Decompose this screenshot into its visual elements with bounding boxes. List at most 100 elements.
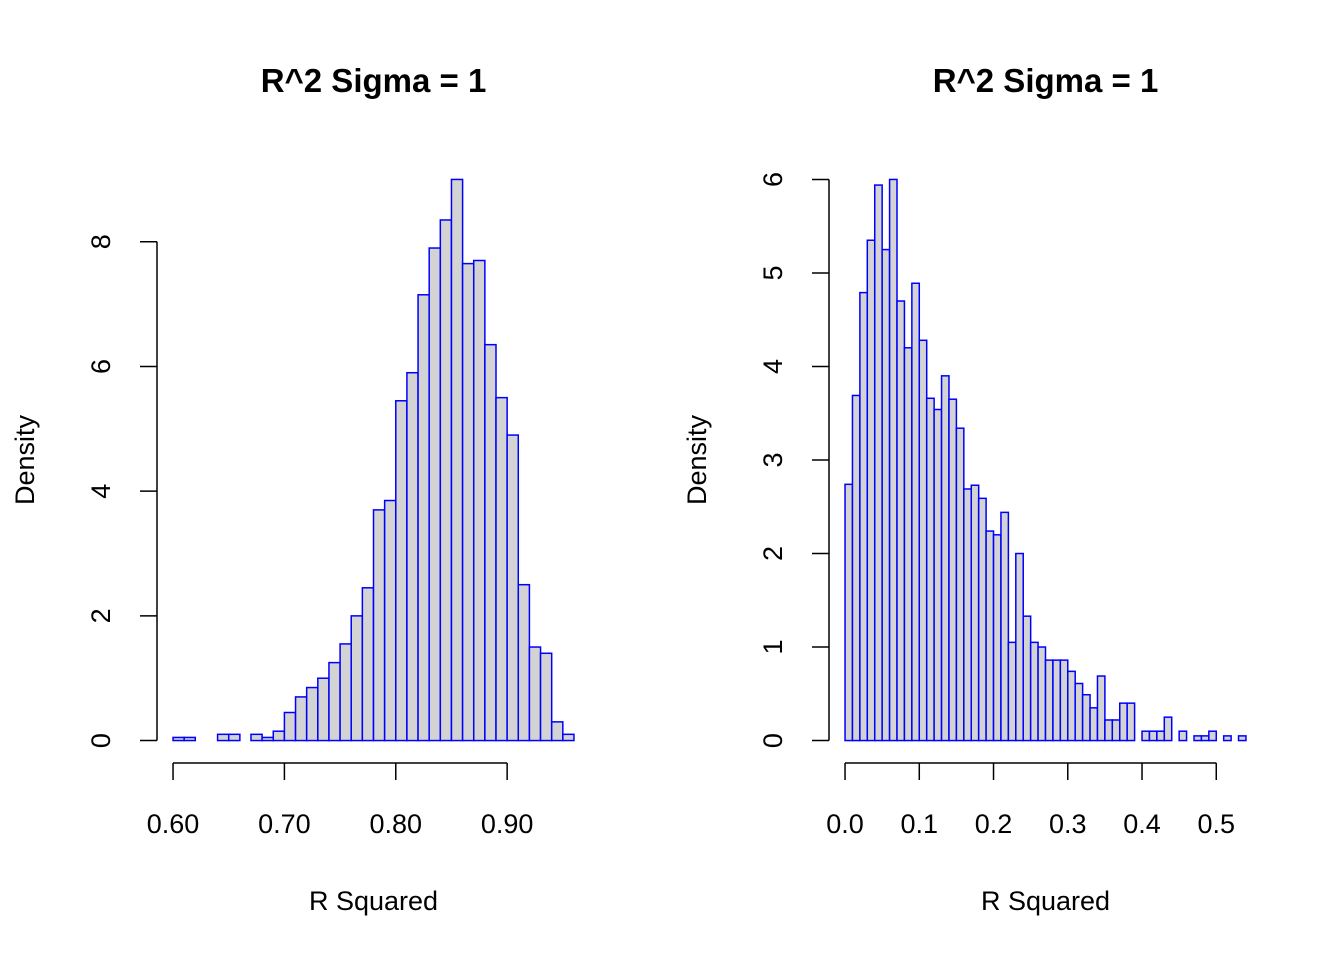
bar [866, 239, 876, 742]
bar [1052, 659, 1062, 742]
bar [372, 509, 386, 742]
bar [896, 300, 906, 742]
y-tick-label: 6 [86, 359, 116, 374]
bar [250, 733, 263, 742]
bar [925, 397, 935, 742]
bar [350, 615, 364, 742]
x-tick-label: 0.60 [147, 809, 200, 839]
bar [261, 736, 275, 742]
bar [495, 396, 508, 742]
bar [963, 488, 973, 742]
bar [911, 282, 921, 742]
y-tick-label: 4 [86, 484, 116, 499]
bar [1029, 641, 1039, 742]
y-tick-label: 6 [758, 172, 788, 187]
bar [461, 262, 475, 742]
bar [844, 483, 854, 742]
bar [851, 394, 861, 742]
bar [172, 736, 185, 742]
bar [528, 646, 542, 742]
bar [428, 247, 442, 742]
bar [1222, 735, 1232, 742]
x-tick-label: 0.5 [1197, 809, 1235, 839]
bar [517, 583, 531, 742]
y-tick-label: 1 [758, 640, 788, 655]
bar [183, 736, 197, 742]
bar [417, 294, 430, 742]
y-tick-label: 2 [86, 608, 116, 623]
y-axis-label: Density [682, 414, 712, 505]
y-tick-label: 0 [86, 733, 116, 748]
x-tick-label: 0.70 [258, 809, 311, 839]
bar [1089, 707, 1099, 742]
x-tick-label: 0.3 [1049, 809, 1087, 839]
bar [992, 534, 1002, 742]
bar [272, 730, 286, 742]
bar [539, 652, 553, 742]
bar [283, 711, 297, 742]
bar [955, 427, 965, 742]
x-tick-label: 0.90 [481, 809, 534, 839]
bar [450, 178, 464, 742]
bar [948, 398, 958, 742]
y-tick-label: 8 [86, 234, 116, 249]
bar [1178, 730, 1188, 742]
bar [1163, 716, 1173, 742]
bar [1037, 646, 1047, 742]
bar [227, 733, 241, 742]
bar [1126, 702, 1136, 742]
bar [383, 499, 397, 742]
chart-title: R^2 Sigma = 1 [933, 62, 1159, 99]
bar [1118, 702, 1128, 742]
bar [1081, 693, 1091, 742]
x-tick-label: 0.1 [901, 809, 939, 839]
bar [1096, 675, 1106, 742]
x-tick-label: 0.0 [826, 809, 864, 839]
bar [1022, 615, 1032, 742]
bar [985, 530, 995, 742]
bar [1156, 730, 1166, 742]
bar [933, 408, 943, 742]
bar [317, 677, 330, 742]
bar [216, 733, 230, 742]
bar [1193, 735, 1203, 742]
bar [506, 434, 520, 742]
bar [1059, 659, 1069, 742]
y-axis-label: Density [10, 414, 40, 505]
bar [1015, 552, 1024, 742]
y-tick-label: 4 [758, 359, 788, 374]
bar [1000, 511, 1010, 742]
bar [562, 733, 575, 742]
bar [1148, 730, 1158, 742]
bar [328, 661, 341, 742]
x-tick-label: 0.2 [975, 809, 1013, 839]
bar [361, 587, 375, 742]
chart-title: R^2 Sigma = 1 [261, 62, 487, 99]
bar [977, 497, 987, 742]
bar [1200, 735, 1210, 742]
y-tick-label: 2 [758, 546, 788, 561]
bar [439, 219, 453, 742]
bar [484, 343, 497, 742]
x-tick-label: 0.80 [369, 809, 422, 839]
bar [406, 371, 419, 742]
bar [1208, 730, 1218, 742]
bar [305, 686, 319, 742]
bar [395, 400, 408, 742]
bar [881, 248, 891, 742]
x-axis-label: R Squared [309, 886, 438, 916]
bar [903, 347, 913, 742]
bar [339, 643, 352, 742]
bar [472, 259, 486, 742]
bar [1074, 682, 1084, 742]
bar [1237, 735, 1247, 742]
bar [1104, 719, 1114, 742]
bar [873, 184, 883, 742]
bar [888, 178, 898, 742]
bar [1111, 719, 1121, 742]
x-axis-label: R Squared [981, 886, 1110, 916]
bar [970, 484, 980, 742]
bar [918, 339, 928, 742]
bar [1141, 730, 1151, 742]
